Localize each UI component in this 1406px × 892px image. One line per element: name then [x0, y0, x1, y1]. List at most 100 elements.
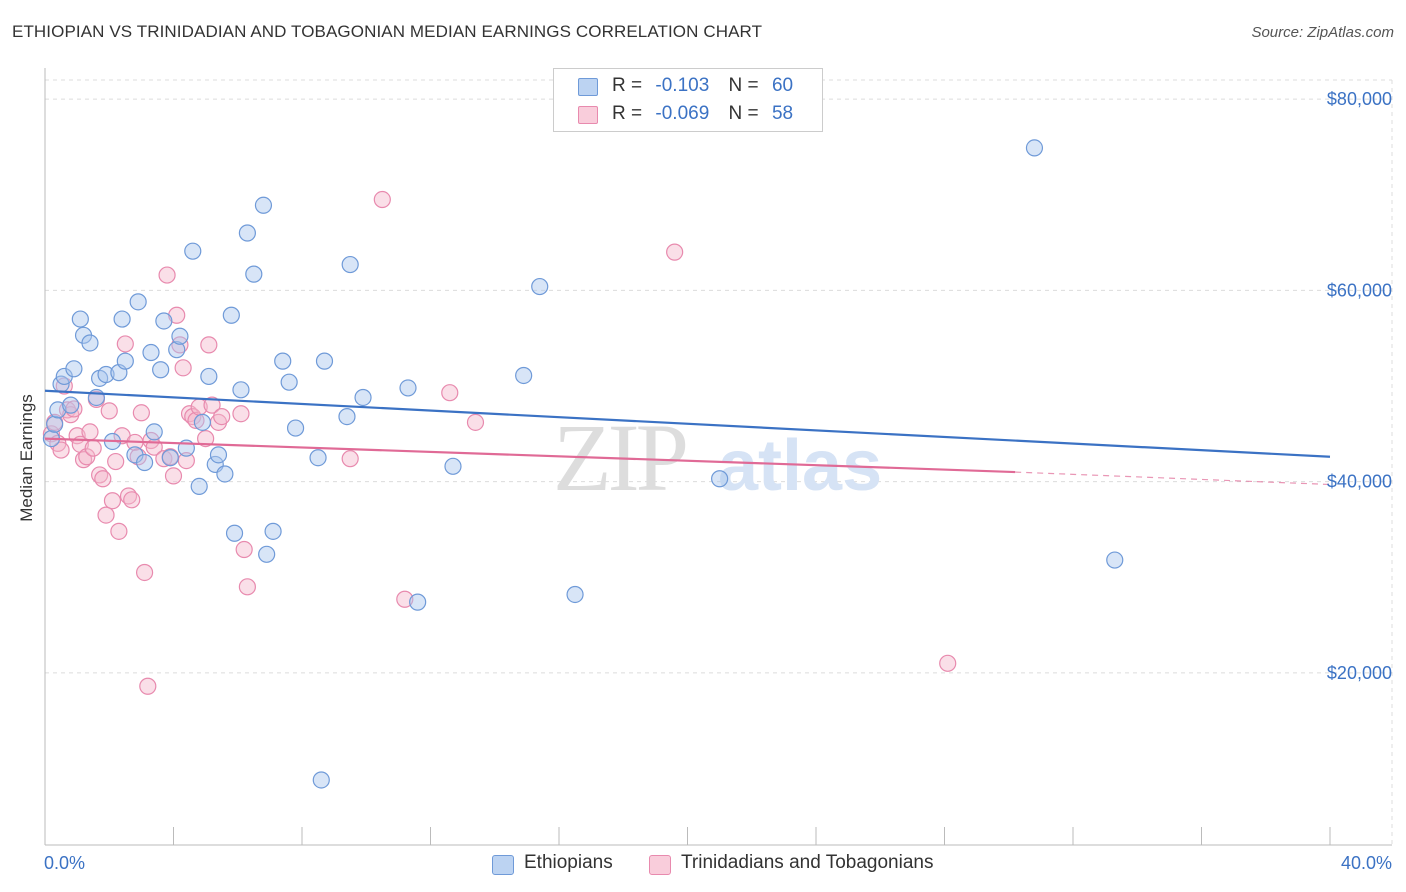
- axes: [44, 68, 1392, 846]
- trinidadian-point: [123, 491, 141, 509]
- ethiopian-point: [286, 419, 305, 437]
- trinidadian-point: [200, 336, 218, 354]
- ethiopian-point: [232, 381, 250, 399]
- legend-row-ethiopians: R = -0.103 N = 60: [554, 72, 822, 100]
- ethiopian-point: [209, 446, 228, 464]
- legend-r-label: R =: [612, 103, 643, 124]
- trinidadian-point: [171, 336, 189, 354]
- trinidadian-point: [235, 540, 253, 559]
- trinidadian-point: [107, 452, 125, 471]
- ethiopian-point: [309, 449, 327, 467]
- trinidadian-point: [939, 654, 957, 672]
- x-tick-label-end: 40.0%: [1341, 853, 1392, 873]
- ethiopian-point: [280, 373, 298, 391]
- ethiopian-point: [97, 365, 115, 384]
- ethiopian-point: [49, 401, 67, 419]
- ethiopian-point: [315, 352, 334, 370]
- trinidadian-trend-line: [44, 437, 1016, 474]
- ethiopian-point: [711, 470, 729, 488]
- ethiopian-point: [142, 343, 160, 362]
- tick-labels: $20,000 $40,000 $60,000 $80,000 0.0% 40.0%: [44, 89, 1392, 873]
- ethiopian-point: [274, 352, 292, 370]
- trinidadians-swatch: [649, 855, 671, 875]
- trinidadian-point: [100, 402, 118, 420]
- trinidadian-point: [441, 384, 459, 402]
- ethiopian-point: [531, 277, 549, 296]
- ethiopian-point: [444, 457, 462, 475]
- trinidadian-point: [103, 492, 122, 510]
- trinidadian-point: [213, 408, 231, 426]
- ethiopian-point: [65, 360, 83, 378]
- ethiopian-point: [193, 413, 212, 431]
- trinidadian-point: [466, 413, 485, 431]
- trinidadian-trend-extension: [1015, 471, 1331, 486]
- ethiopian-point: [566, 585, 584, 604]
- ethiopian-point: [46, 415, 64, 433]
- ethiopian-point: [1106, 551, 1124, 569]
- ethiopian-point: [1025, 139, 1044, 157]
- ethiopian-point: [238, 224, 256, 242]
- legend-text-trinidadians: R = -0.069 N = 58: [612, 103, 793, 125]
- ethiopian-point: [216, 465, 234, 483]
- ethiopian-point: [62, 396, 80, 414]
- ethiopian-point: [254, 196, 273, 214]
- ethiopian-point: [71, 310, 89, 328]
- ethiopian-point: [341, 255, 359, 274]
- trinidadian-point: [81, 423, 99, 441]
- ethiopian-point: [312, 771, 330, 789]
- legend-r-label: R =: [612, 75, 643, 96]
- trinidadian-point: [373, 190, 391, 209]
- trinidadian-point: [666, 243, 684, 261]
- trend-lines: [44, 389, 1331, 486]
- trinidadian-point: [155, 450, 173, 468]
- y-tick-label: $20,000: [1327, 663, 1392, 683]
- ethiopian-point: [258, 545, 276, 563]
- trinidadian-point: [187, 411, 205, 430]
- trinidadian-point: [232, 405, 250, 423]
- trinidadian-point: [94, 470, 112, 488]
- correlation-legend: R = -0.103 N = 60 R = -0.069 N = 58: [553, 68, 823, 132]
- trinidadian-point: [110, 522, 128, 540]
- ethiopian-point: [116, 352, 134, 370]
- ethiopian-point: [81, 334, 99, 352]
- trinidadian-point: [78, 448, 96, 466]
- ethiopian-point: [222, 306, 240, 324]
- trinidadian-point: [158, 266, 176, 284]
- ethiopian-point: [245, 265, 263, 283]
- trinidadian-point: [97, 506, 115, 524]
- ethiopian-point: [409, 593, 427, 611]
- ethiopians-swatch: [492, 855, 514, 875]
- ethiopian-points: [42, 139, 1124, 789]
- x-tick-label-start: 0.0%: [44, 853, 85, 873]
- legend-n-label: N =: [728, 75, 759, 96]
- ethiopian-point: [264, 522, 282, 540]
- legend-r-value: -0.069: [655, 103, 710, 124]
- legend-swatch-pink: [578, 106, 598, 124]
- trinidadian-point: [52, 441, 70, 459]
- trinidadian-point: [238, 578, 256, 596]
- trinidadian-point: [180, 405, 199, 423]
- ethiopian-point: [190, 477, 208, 496]
- trinidadian-point: [84, 439, 102, 457]
- trinidadian-point: [116, 335, 134, 353]
- ethiopian-point: [200, 367, 218, 386]
- ethiopian-point: [225, 524, 244, 542]
- ethiopian-point: [161, 449, 179, 467]
- ethiopian-point: [338, 408, 356, 426]
- trinidadian-point: [58, 401, 77, 419]
- trinidadian-point: [396, 590, 414, 608]
- y-tick-label: $60,000: [1327, 280, 1392, 300]
- trinidadian-point: [197, 429, 215, 448]
- ethiopian-point: [155, 312, 173, 330]
- trinidadian-point: [139, 677, 157, 695]
- trinidadian-point: [132, 404, 150, 422]
- ethiopian-point: [515, 366, 533, 385]
- ethiopian-point: [113, 310, 131, 328]
- trinidadian-points: [42, 190, 957, 695]
- trinidadians-label: Trinidadians and Tobagonians: [681, 852, 934, 873]
- ethiopian-trend-line: [44, 389, 1331, 458]
- legend-swatch-blue: [578, 78, 598, 96]
- legend-n-value: 60: [771, 75, 794, 96]
- ethiopian-point: [399, 379, 417, 397]
- legend-row-trinidadians: R = -0.069 N = 58: [554, 100, 822, 128]
